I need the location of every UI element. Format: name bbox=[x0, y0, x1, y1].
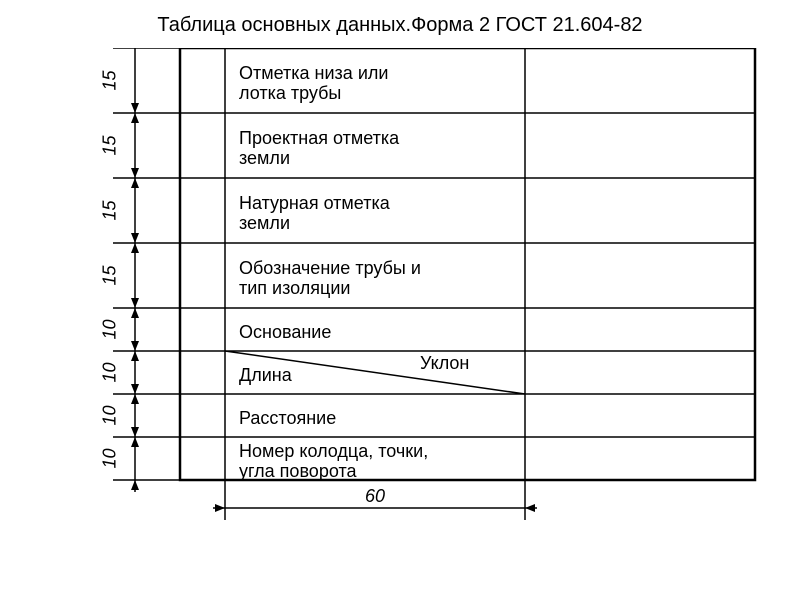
slope-label: Уклон bbox=[420, 353, 469, 374]
row-label: Номер колодца, точки, угла поворота bbox=[239, 441, 428, 482]
page-title: Таблица основных данных.Форма 2 ГОСТ 21.… bbox=[0, 14, 800, 37]
col-width-dim: 60 bbox=[360, 486, 390, 507]
row-label: Отметка низа или лотка трубы bbox=[239, 63, 388, 104]
row-label: Обозначение трубы и тип изоляции bbox=[239, 258, 421, 299]
row-label: Проектная отметка земли bbox=[239, 128, 399, 169]
diagram-svg bbox=[95, 48, 775, 578]
table-diagram bbox=[95, 48, 775, 583]
row-label: Натурная отметка земли bbox=[239, 193, 390, 234]
row-height-dim: 10 bbox=[100, 400, 121, 430]
row-label: Основание bbox=[239, 322, 331, 343]
row-height-dim: 15 bbox=[100, 130, 121, 160]
row-label: Расстояние bbox=[239, 408, 336, 429]
row-height-dim: 10 bbox=[100, 314, 121, 344]
row-height-dim: 15 bbox=[100, 65, 121, 95]
row-height-dim: 15 bbox=[100, 195, 121, 225]
row-label: Длина bbox=[239, 365, 292, 386]
row-height-dim: 15 bbox=[100, 260, 121, 290]
row-height-dim: 10 bbox=[100, 357, 121, 387]
row-height-dim: 10 bbox=[100, 443, 121, 473]
